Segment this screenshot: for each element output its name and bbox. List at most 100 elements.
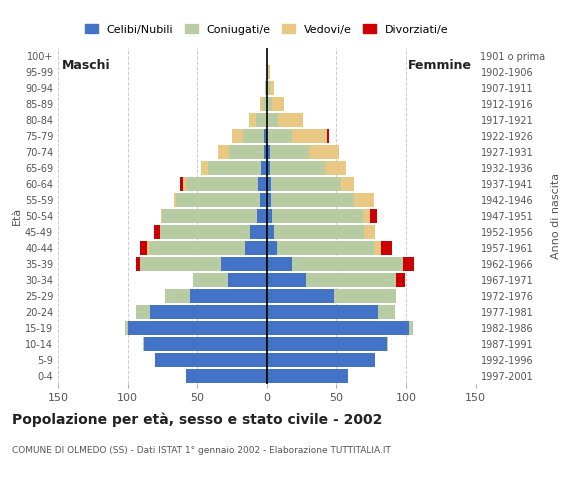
Bar [186, 177, 259, 191]
Bar [228, 273, 267, 287]
Bar [364, 225, 375, 239]
Bar [309, 145, 339, 159]
Bar [267, 113, 278, 127]
Bar [266, 81, 267, 95]
Bar [267, 193, 271, 207]
Bar [267, 369, 347, 383]
Bar [161, 209, 162, 223]
Bar [267, 209, 273, 223]
Bar [403, 257, 414, 271]
Bar [267, 161, 270, 175]
Bar [409, 321, 413, 335]
Bar [374, 241, 381, 255]
Text: Popolazione per età, sesso e stato civile - 2002: Popolazione per età, sesso e stato civil… [12, 413, 382, 427]
Bar [201, 161, 208, 175]
Bar [278, 113, 303, 127]
Bar [259, 177, 267, 191]
Bar [267, 177, 271, 191]
Bar [243, 129, 264, 143]
Bar [208, 161, 261, 175]
Bar [325, 161, 346, 175]
Bar [125, 321, 128, 335]
Bar [267, 129, 292, 143]
Bar [267, 81, 270, 95]
Bar [277, 241, 374, 255]
Bar [268, 65, 270, 79]
Bar [267, 145, 270, 159]
Bar [165, 289, 190, 303]
Bar [267, 273, 306, 287]
Bar [292, 257, 403, 271]
Bar [327, 129, 329, 143]
Bar [267, 65, 268, 79]
Bar [267, 321, 409, 335]
Y-axis label: Età: Età [12, 207, 22, 225]
Bar [267, 257, 292, 271]
Bar [260, 97, 263, 111]
Bar [264, 129, 267, 143]
Bar [354, 193, 374, 207]
Bar [396, 273, 405, 287]
Bar [229, 145, 264, 159]
Bar [267, 241, 277, 255]
Bar [267, 97, 273, 111]
Y-axis label: Anno di nascita: Anno di nascita [551, 173, 561, 259]
Bar [150, 241, 245, 255]
Bar [245, 241, 267, 255]
Bar [193, 273, 228, 287]
Bar [150, 305, 267, 319]
Bar [267, 337, 386, 351]
Bar [273, 209, 363, 223]
Bar [274, 225, 364, 239]
Bar [128, 321, 267, 335]
Bar [176, 193, 260, 207]
Bar [273, 97, 284, 111]
Bar [183, 177, 186, 191]
Bar [232, 129, 243, 143]
Bar [154, 225, 160, 239]
Bar [250, 225, 267, 239]
Bar [257, 209, 267, 223]
Bar [256, 113, 267, 127]
Bar [180, 177, 183, 191]
Bar [270, 81, 274, 95]
Bar [190, 289, 267, 303]
Bar [221, 257, 267, 271]
Bar [267, 225, 274, 239]
Bar [370, 209, 377, 223]
Bar [334, 289, 396, 303]
Text: Femmine: Femmine [407, 59, 472, 72]
Bar [271, 177, 340, 191]
Bar [363, 209, 370, 223]
Legend: Celibi/Nubili, Coniugati/e, Vedovi/e, Divorziati/e: Celibi/Nubili, Coniugati/e, Vedovi/e, Di… [80, 20, 454, 39]
Bar [249, 113, 256, 127]
Bar [143, 337, 144, 351]
Bar [381, 241, 392, 255]
Bar [270, 145, 309, 159]
Bar [136, 257, 140, 271]
Text: Maschi: Maschi [62, 59, 111, 72]
Bar [270, 161, 325, 175]
Bar [155, 353, 267, 367]
Bar [292, 129, 327, 143]
Bar [140, 241, 147, 255]
Bar [267, 289, 334, 303]
Bar [267, 305, 378, 319]
Bar [340, 177, 354, 191]
Bar [218, 145, 229, 159]
Bar [261, 161, 267, 175]
Bar [306, 273, 396, 287]
Bar [147, 241, 150, 255]
Bar [271, 193, 354, 207]
Bar [378, 305, 395, 319]
Bar [267, 353, 375, 367]
Bar [160, 225, 250, 239]
Bar [263, 97, 267, 111]
Bar [386, 337, 388, 351]
Bar [264, 145, 267, 159]
Bar [260, 193, 267, 207]
Bar [140, 257, 221, 271]
Text: COMUNE DI OLMEDO (SS) - Dati ISTAT 1° gennaio 2002 - Elaborazione TUTTITALIA.IT: COMUNE DI OLMEDO (SS) - Dati ISTAT 1° ge… [12, 446, 390, 456]
Bar [144, 337, 267, 351]
Bar [173, 193, 176, 207]
